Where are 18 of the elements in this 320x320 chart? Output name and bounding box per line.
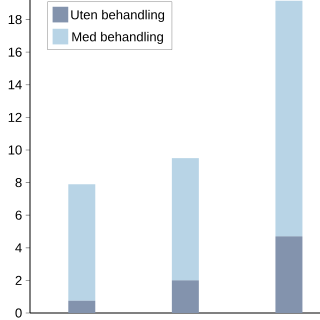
y-tick-label: 18 [8,14,22,24]
bar [68,184,96,301]
y-tick-label: 0 [15,308,22,318]
y-tick-label: 16 [8,48,22,57]
y-tick-label: 14 [8,80,22,90]
y-tick-label: 10 [8,145,22,155]
legend-label: Uten behandling [71,10,164,22]
bar [275,0,302,236]
legend-label: Med behandling [72,32,163,44]
bar [172,158,199,280]
bar [172,280,199,313]
y-tick-label: 12 [8,112,22,122]
y-tick-label: 8 [16,178,22,188]
bar [275,236,302,313]
y-tick-label: 4 [15,243,22,252]
y-tick-label: 2 [16,276,22,285]
bar [68,300,96,313]
y-tick-label: 6 [16,210,22,220]
